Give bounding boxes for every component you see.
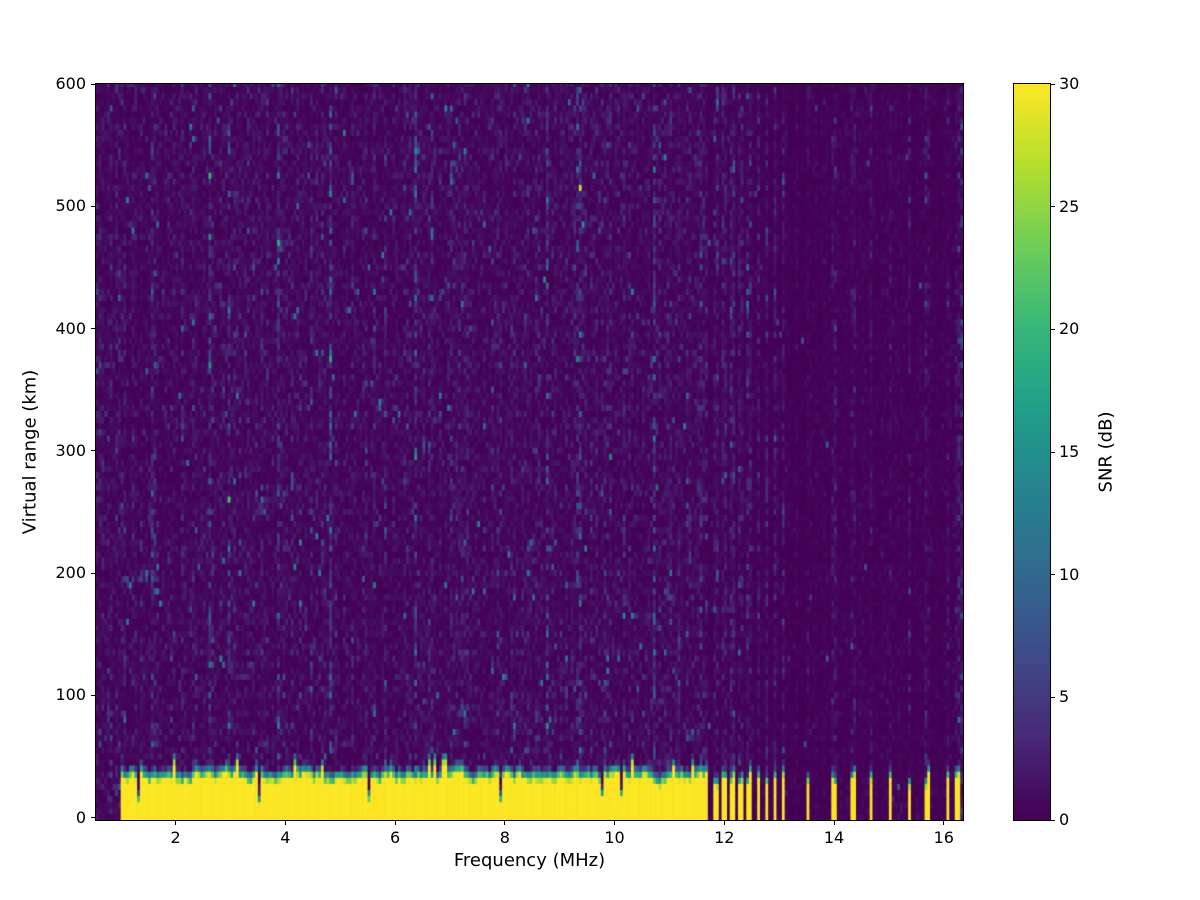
- x-tick-label: 10: [604, 828, 625, 847]
- x-tick-mark: [394, 821, 396, 825]
- colorbar-tick-label: 0: [1059, 810, 1070, 829]
- colorbar-tick-label: 15: [1059, 442, 1080, 461]
- x-tick-label: 4: [280, 828, 291, 847]
- colorbar-tick-mark: [1051, 819, 1055, 821]
- colorbar-gradient: [1014, 84, 1050, 820]
- colorbar-tick-mark: [1051, 574, 1055, 576]
- y-tick-label: 300: [55, 440, 86, 460]
- colorbar-tick-label: 5: [1059, 687, 1070, 707]
- x-tick-label: 16: [933, 828, 954, 847]
- x-tick-label: 6: [389, 828, 401, 847]
- y-tick-label: 500: [55, 196, 86, 216]
- colorbar-tick-label: 30: [1059, 74, 1080, 93]
- colorbar-tick-mark: [1051, 83, 1055, 85]
- x-tick-mark: [833, 821, 835, 825]
- x-tick-label: 14: [823, 828, 845, 847]
- y-tick-mark: [91, 83, 95, 85]
- x-tick-mark: [175, 821, 177, 825]
- x-tick-mark: [943, 821, 945, 825]
- y-tick-mark: [91, 694, 95, 696]
- plot-area: [96, 84, 963, 820]
- y-tick-label: 600: [55, 74, 86, 93]
- x-tick-label: 12: [714, 828, 735, 847]
- y-tick-mark: [91, 817, 95, 819]
- y-tick-mark: [91, 572, 95, 574]
- colorbar-tick-mark: [1051, 328, 1055, 330]
- y-tick-mark: [91, 450, 95, 452]
- colorbar-tick-mark: [1051, 696, 1055, 698]
- x-tick-mark: [284, 821, 286, 825]
- x-tick-mark: [614, 821, 616, 825]
- colorbar-tick-mark: [1051, 451, 1055, 453]
- colorbar: [1014, 84, 1050, 820]
- x-tick-label: 2: [170, 828, 181, 847]
- colorbar-tick-label: 20: [1059, 319, 1080, 339]
- y-tick-label: 400: [55, 318, 86, 338]
- y-tick-label: 200: [55, 563, 86, 583]
- ionogram-heatmap: [96, 84, 963, 820]
- y-tick-label: 0: [75, 807, 86, 827]
- x-tick-mark: [504, 821, 506, 825]
- colorbar-label: SNR (dB): [1095, 411, 1117, 493]
- x-tick-label: 8: [499, 828, 510, 847]
- colorbar-tick-label: 10: [1059, 564, 1080, 584]
- colorbar-tick-label: 25: [1059, 196, 1080, 216]
- colorbar-tick-mark: [1051, 206, 1055, 208]
- y-tick-mark: [91, 205, 95, 207]
- x-tick-mark: [723, 821, 725, 825]
- x-axis-label: Frequency (MHz): [453, 850, 606, 871]
- y-tick-label: 100: [55, 685, 86, 705]
- y-tick-mark: [91, 328, 95, 330]
